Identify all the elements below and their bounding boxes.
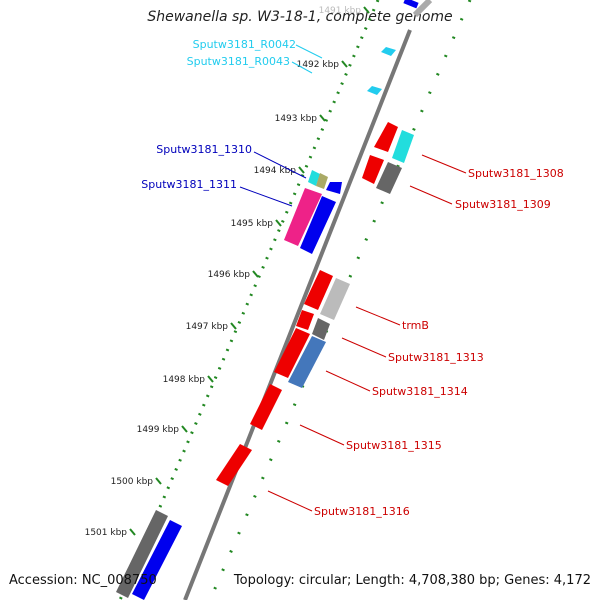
top-blue-gene: [403, 0, 419, 9]
accession-text: Accession: NC_008750: [9, 573, 157, 588]
label-1313: Sputw3181_1313: [388, 351, 484, 364]
ruler-tick: [319, 114, 326, 122]
bottom-gray-gene: [116, 510, 168, 598]
gene-labels: Sputw3181_R0042 Sputw3181_R0043 Sputw318…: [141, 38, 563, 518]
label-1308: Sputw3181_1308: [468, 167, 564, 180]
ruler-tick: [230, 322, 237, 330]
gene-1314-steel: [288, 336, 326, 388]
connector-r0043: [291, 61, 313, 74]
connector-1314: [325, 370, 371, 392]
ruler-tick-label: 1499 kbp: [137, 425, 180, 435]
gene-1308-cyan: [392, 130, 414, 163]
gene-group: [116, 47, 414, 600]
gene-1310-olive: [316, 173, 328, 189]
ruler-tick-label: 1501 kbp: [85, 528, 128, 538]
gene-1310-blue: [326, 182, 342, 194]
label-r0042: Sputw3181_R0042: [193, 38, 296, 51]
ruler-tick: [207, 375, 214, 383]
ruler-tick-label: 1500 kbp: [111, 477, 154, 487]
connector-r0042: [295, 44, 323, 59]
ruler-tick-label: 1495 kbp: [231, 219, 274, 229]
ruler-tick-label: 1498 kbp: [163, 375, 206, 385]
label-1310: Sputw3181_1310: [156, 143, 252, 156]
connector-trmB: [355, 306, 401, 326]
ruler-tick: [298, 166, 305, 174]
ruler-tick: [275, 219, 282, 227]
label-1314: Sputw3181_1314: [372, 385, 468, 398]
rna-arrow-1: [381, 47, 396, 56]
gene-1314-red: [274, 328, 310, 378]
connector-1311: [239, 186, 293, 207]
ruler-tick-label: 1491 kbp: [319, 6, 362, 16]
label-1309: Sputw3181_1309: [455, 198, 551, 211]
ruler-tick: [155, 477, 162, 485]
label-trmB: trmB: [402, 319, 429, 332]
ruler-tick-label: 1493 kbp: [275, 114, 318, 124]
gene-trmB-red: [304, 270, 333, 310]
topology-text: Topology: circular; Length: 4,708,380 bp…: [233, 573, 591, 588]
label-connectors: [239, 44, 467, 512]
ruler-tick-label: 1497 kbp: [186, 322, 229, 332]
gene-1313-gray: [312, 318, 330, 340]
gene-1313-red: [296, 310, 314, 330]
gene-1309-red: [362, 155, 384, 184]
gene-trmB-gray: [320, 278, 350, 320]
gene-1315-red: [250, 384, 282, 430]
gene-1311-blue: [300, 196, 336, 254]
label-1316: Sputw3181_1316: [314, 505, 410, 518]
ruler-tick: [181, 425, 188, 433]
ruler-tick: [252, 270, 259, 278]
gene-1308-red: [374, 122, 398, 152]
ruler-tick: [341, 60, 348, 68]
bottom-blue-gene: [132, 520, 182, 600]
label-r0043: Sputw3181_R0043: [187, 55, 290, 68]
connector-1313: [341, 337, 387, 358]
connector-1309: [409, 185, 453, 205]
label-1311: Sputw3181_1311: [141, 178, 237, 191]
ruler-tick: [129, 528, 136, 536]
gene-1310-cyan: [308, 170, 320, 186]
connector-1316: [267, 490, 313, 512]
backbone-top-cap: [412, 0, 433, 18]
genome-backbone: [183, 29, 412, 600]
connector-1308: [421, 154, 467, 174]
ruler-tick-label: 1492 kbp: [297, 60, 340, 70]
gene-1309-gray: [376, 162, 402, 194]
connector-1315: [299, 424, 345, 446]
label-1315: Sputw3181_1315: [346, 439, 442, 452]
ruler-tick-label: 1494 kbp: [254, 166, 297, 176]
connector-1310: [253, 151, 307, 179]
ruler-tick-label: 1496 kbp: [208, 270, 251, 280]
gene-1311-pink: [284, 188, 322, 246]
rna-arrow-2: [367, 86, 382, 95]
gene-1316-red: [216, 444, 252, 486]
map-title: Shewanella sp. W3-18-1, complete genome: [147, 9, 453, 25]
ruler-tick: [363, 6, 370, 14]
